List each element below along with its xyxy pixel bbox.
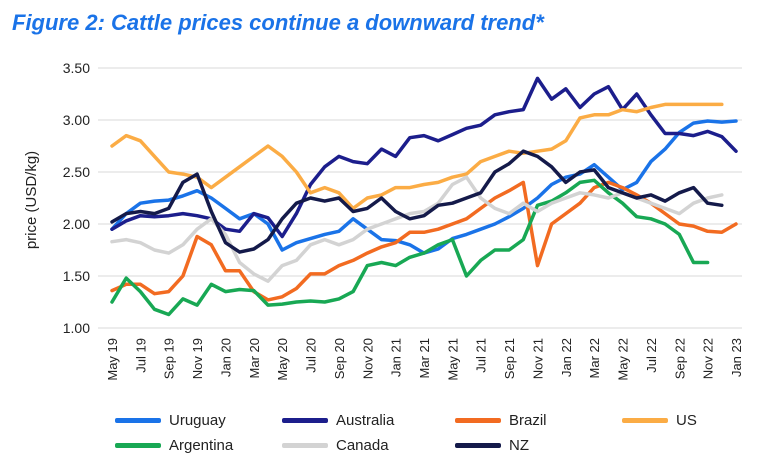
- x-tick-label: May 21: [445, 338, 460, 381]
- x-tick-label: Sep 20: [332, 338, 347, 379]
- y-axis-label: price (USD/kg): [23, 151, 40, 249]
- series-line-us: [110, 102, 724, 211]
- legend-swatch: [115, 443, 161, 448]
- y-tick-label: 1.00: [63, 320, 90, 336]
- x-tick-label: Jan 20: [218, 338, 233, 377]
- x-tick-label: Sep 21: [502, 338, 517, 379]
- x-tick-label: Mar 21: [417, 338, 432, 378]
- series-line-argentina: [110, 178, 710, 317]
- legend-label: Uruguay: [169, 412, 226, 429]
- legend-swatch: [622, 418, 668, 423]
- figure-title: Figure 2: Cattle prices continue a downw…: [12, 10, 544, 35]
- series-line-nz: [110, 149, 724, 254]
- x-tick-label: May 20: [275, 338, 290, 381]
- x-tick-label: May 19: [105, 338, 120, 381]
- y-tick-label: 3.50: [63, 60, 90, 76]
- x-tick-label: Jul 21: [474, 338, 489, 373]
- legend-swatch: [282, 443, 328, 448]
- legend-item-brazil: Brazil: [455, 412, 547, 429]
- legend-label: US: [676, 412, 697, 429]
- x-tick-label: Jul 20: [304, 338, 319, 373]
- legend-item-argentina: Argentina: [115, 437, 233, 454]
- x-tick-label: Jul 19: [133, 338, 148, 373]
- series-line-brazil: [110, 180, 738, 302]
- x-tick-label: Mar 20: [247, 338, 262, 378]
- x-tick-label: Nov 22: [701, 338, 716, 379]
- x-tick-label: Nov 20: [360, 338, 375, 379]
- x-tick-label: Jan 22: [559, 338, 574, 377]
- x-tick-label: Sep 19: [162, 338, 177, 379]
- x-tick-label: Jan 21: [389, 338, 404, 377]
- x-tick-label: Nov 19: [190, 338, 205, 379]
- y-tick-label: 1.50: [63, 268, 90, 284]
- x-tick-label: Sep 22: [672, 338, 687, 379]
- legend-label: NZ: [509, 437, 529, 454]
- legend-swatch: [282, 418, 328, 423]
- y-tick-label: 2.00: [63, 216, 90, 232]
- x-tick-label: Mar 22: [587, 338, 602, 378]
- legend-swatch: [455, 443, 501, 448]
- y-tick-label: 3.00: [63, 112, 90, 128]
- x-tick-label: May 22: [616, 338, 631, 381]
- legend-item-nz: NZ: [455, 437, 529, 454]
- legend-swatch: [455, 418, 501, 423]
- legend-label: Brazil: [509, 412, 547, 429]
- x-tick-label: Jul 22: [644, 338, 659, 373]
- legend-item-australia: Australia: [282, 412, 394, 429]
- x-tick-label: Jan 23: [729, 338, 744, 377]
- legend-item-uruguay: Uruguay: [115, 412, 226, 429]
- x-tick-label: Nov 21: [530, 338, 545, 379]
- legend-item-canada: Canada: [282, 437, 389, 454]
- legend-label: Canada: [336, 437, 389, 454]
- legend-label: Argentina: [169, 437, 234, 454]
- legend-swatch: [115, 418, 161, 423]
- legend-label: Australia: [336, 412, 395, 429]
- legend-item-us: US: [622, 412, 697, 429]
- y-tick-label: 2.50: [63, 164, 90, 180]
